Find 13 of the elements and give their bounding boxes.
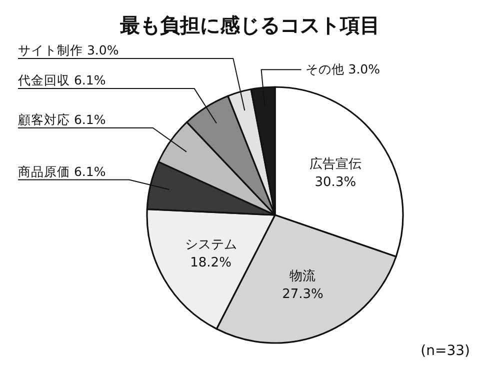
slice-label: 広告宣伝 <box>309 156 362 172</box>
slice-label: 顧客対応 6.1% <box>18 112 106 127</box>
text: (n=33) <box>420 343 470 359</box>
data-label: 27.3% <box>282 286 324 302</box>
slice-label: システム <box>184 237 237 252</box>
slice-label: 代金回収 6.1% <box>17 72 106 88</box>
slice-label: その他 3.0% <box>305 62 380 77</box>
slice-label: サイト制作 3.0% <box>18 42 119 58</box>
data-label: 18.2% <box>190 255 232 270</box>
slice-label: 商品原価 6.1% <box>18 164 106 179</box>
slice-label: 物流 <box>290 268 316 284</box>
chart-title: 最も負担に感じるコスト項目 <box>119 13 380 37</box>
data-label: 30.3% <box>314 174 356 190</box>
